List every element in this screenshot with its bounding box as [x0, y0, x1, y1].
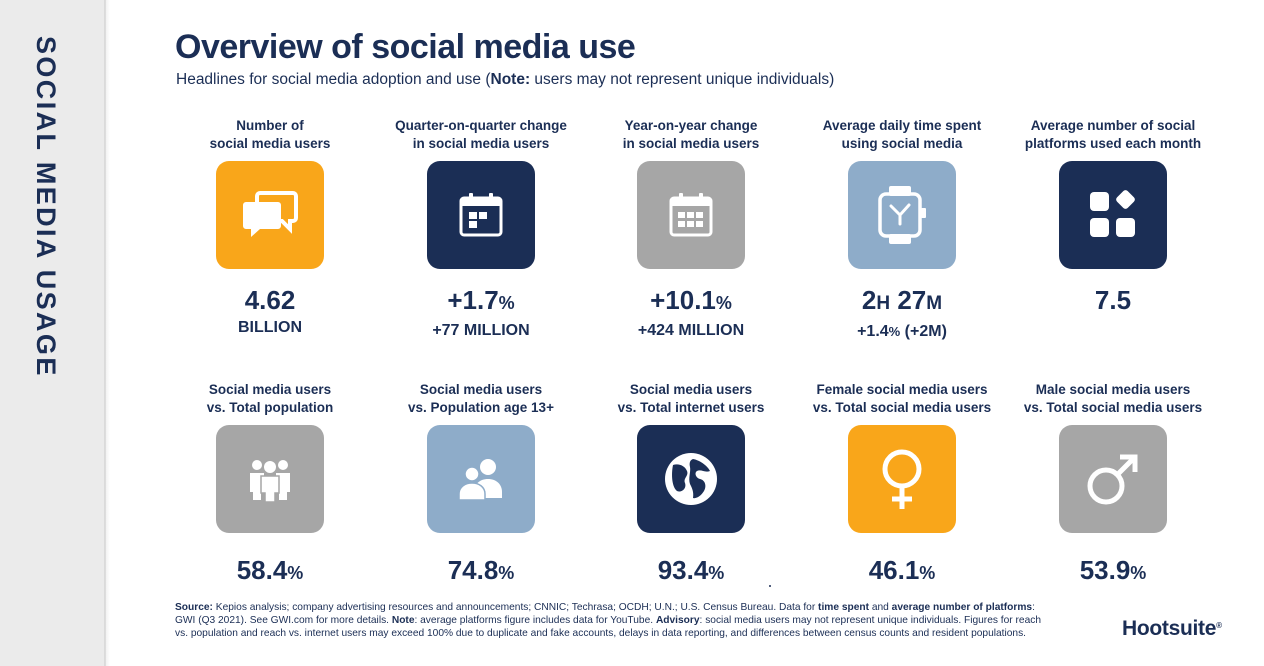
metric-subvalue: BILLION: [238, 319, 302, 336]
metric-label: Average number of social platforms used e…: [1024, 118, 1202, 151]
metric-label: Social media users vs. Population age 13+: [408, 382, 554, 415]
metric-tile: [637, 161, 745, 269]
metric-value: 7.5: [1094, 285, 1132, 315]
metric-value: 53.9%: [1079, 555, 1147, 585]
metric-vs-population-13: Social media users vs. Population age 13+…: [386, 381, 576, 588]
metric-label: Social media users vs. Total internet use…: [617, 382, 765, 415]
apps-icon: [1090, 190, 1135, 237]
metric-value: 58.4%: [236, 555, 304, 585]
source-footnote: Source: Kepios analysis; company adverti…: [175, 602, 1041, 639]
metric-value: 4.62: [244, 285, 296, 315]
metric-daily-time: Average daily time spent using social med…: [807, 117, 997, 342]
metric-tile: [848, 161, 956, 269]
metric-label: Male social media users vs. Total social …: [1023, 382, 1203, 415]
metric-subvalue: +424 MILLION: [637, 322, 745, 339]
metric-label: Number of social media users: [209, 118, 331, 151]
sidebar-shadow: [104, 0, 110, 666]
metric-value: 93.4%: [657, 555, 725, 585]
metric-tile: [427, 161, 535, 269]
metric-vs-total-population: Social media users vs. Total population 5…: [175, 381, 365, 588]
metric-subvalue: +1.4% (+2M): [857, 323, 947, 340]
metric-tile: [1059, 161, 1167, 269]
people-group-icon: [250, 460, 290, 502]
metric-value: 46.1%: [868, 555, 936, 585]
male-symbol-icon: [1087, 454, 1138, 505]
metric-female-users: Female social media users vs. Total socia…: [807, 381, 997, 588]
metric-platforms: Average number of social platforms used e…: [1018, 117, 1208, 315]
metric-tile: [637, 425, 745, 533]
divider-dot: [769, 585, 771, 587]
female-symbol-icon: [882, 449, 922, 509]
metric-value: 74.8%: [447, 555, 515, 585]
metric-label: Year-on-year change in social media users: [622, 118, 760, 151]
metric-value: 2H 27M: [861, 285, 943, 315]
speech-bubbles-icon: [243, 191, 298, 237]
metric-value: +10.1%: [650, 285, 732, 315]
calendar-year-icon: [669, 193, 713, 237]
metric-value: +1.7%: [447, 285, 515, 315]
metric-tile: [1059, 425, 1167, 533]
calendar-icon: [459, 193, 503, 237]
metric-tile: [216, 425, 324, 533]
smartwatch-icon: [878, 186, 926, 244]
metric-male-users: Male social media users vs. Total social …: [1018, 381, 1208, 588]
sidebar: [0, 0, 106, 666]
hootsuite-logo: Hootsuite®: [1122, 617, 1222, 640]
section-title-vertical: SOCIAL MEDIA USAGE: [31, 36, 61, 378]
page-subtitle: Headlines for social media adoption and …: [176, 71, 835, 88]
metric-tile: [427, 425, 535, 533]
metric-qoq-change: Quarter-on-quarter change in social media…: [386, 117, 576, 341]
metric-label: Average daily time spent using social med…: [822, 118, 982, 151]
metric-tile: [848, 425, 956, 533]
metric-social-media-users: Number of social media users 4.62 BILLION: [175, 117, 365, 338]
globe-icon: [665, 453, 717, 505]
metric-label: Social media users vs. Total population: [206, 382, 334, 415]
metric-subvalue: +77 MILLION: [432, 322, 530, 339]
metric-label: Quarter-on-quarter change in social media…: [395, 118, 567, 151]
metric-yoy-change: Year-on-year change in social media users…: [596, 117, 786, 341]
metric-vs-internet-users: Social media users vs. Total internet use…: [596, 381, 786, 588]
users-icon: [458, 459, 502, 501]
page-title: Overview of social media use: [175, 28, 636, 66]
metric-label: Female social media users vs. Total socia…: [812, 382, 992, 415]
metric-tile: [216, 161, 324, 269]
